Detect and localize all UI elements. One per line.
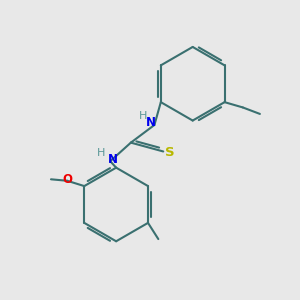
Text: H: H xyxy=(97,148,105,158)
Text: S: S xyxy=(165,146,175,159)
Text: N: N xyxy=(146,116,156,129)
Text: O: O xyxy=(63,172,73,185)
Text: H: H xyxy=(139,111,147,121)
Text: N: N xyxy=(108,153,118,166)
